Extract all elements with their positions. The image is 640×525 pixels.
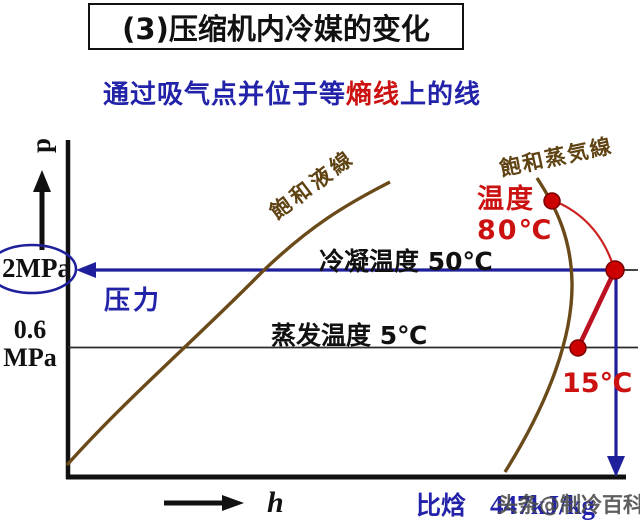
discharge-isotherm-curve [551,198,616,269]
subtitle: 通过吸气点并位于等熵线上的线 [103,74,481,111]
point-discharge [605,260,625,280]
condensing-temperature-label: 冷凝温度 50℃ [319,247,493,276]
enthalpy-reference-arrow [607,272,625,477]
y-axis-symbol: p [26,137,57,154]
evaporating-pressure-unit: MPa [3,343,57,372]
evaporating-temperature-label: 蒸发温度 5℃ [271,321,428,350]
condensing-pressure-ellipse [0,243,78,295]
subtitle-entropy-highlight: 熵线 [346,80,401,110]
subtitle-suffix: 上的线 [400,80,482,110]
x-axis-arrow-icon [164,495,244,511]
condensing-line-arrowhead-icon [76,262,96,278]
x-axis-symbol: h [267,486,284,519]
evaporating-pressure-number: 0.6 [13,315,47,344]
saturated-vapor-curve [503,177,574,473]
discharge-temp-value: 80℃ [477,215,554,246]
saturated-liquid-curve [65,180,391,467]
watermark: 头条@制冷百科 [497,493,640,517]
page-title: (3)压缩机内冷媒的变化 [122,11,430,46]
evaporating-pressure-value: 0.6 MPa [0,316,60,372]
y-axis-arrow-icon [33,170,51,250]
discharge-temperature-label: 温度 80℃ [477,184,553,246]
condensing-pressure-value: 2MPa [2,253,71,283]
enthalpy-word: 比焓 [416,491,467,520]
suction-temperature-label: 15℃ [562,368,633,399]
subtitle-prefix: 通过吸气点并位于等 [103,80,347,110]
pressure-axis-name: 压力 [104,286,163,316]
point-80c [543,192,561,210]
enthalpy-caption: 比焓 447kJ/kg [416,486,595,522]
compression-process-line [575,269,618,349]
title-box: (3)压缩机内冷媒的变化 [88,3,464,50]
discharge-temp-word: 温度 [477,184,535,215]
point-suction [569,339,587,357]
enthalpy-value: 447kJ/kg [490,490,596,520]
